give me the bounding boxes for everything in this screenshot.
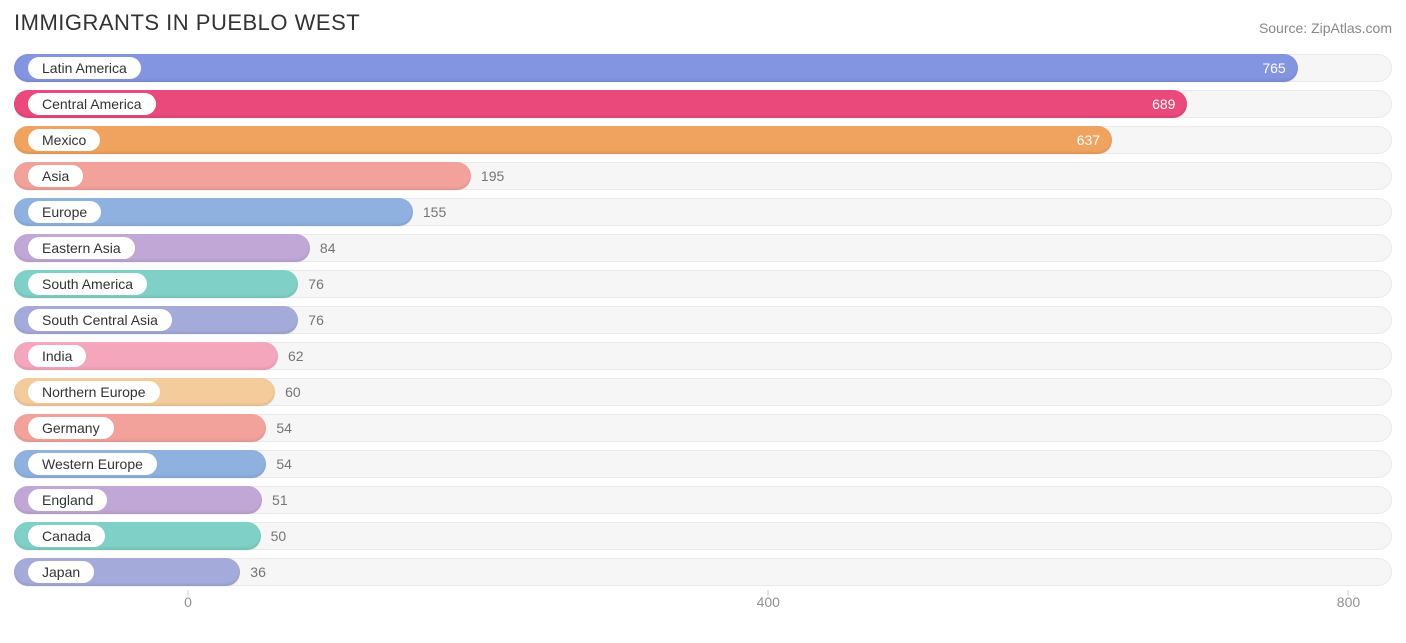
bar-value: 76	[308, 270, 324, 298]
chart-source: Source: ZipAtlas.com	[1259, 20, 1392, 36]
bar-label-pill: Central America	[28, 93, 156, 115]
axis-tick-label: 800	[1337, 594, 1360, 610]
bar-label-pill: Latin America	[28, 57, 141, 79]
bar-value: 155	[423, 198, 446, 226]
bar-label: Asia	[42, 168, 69, 184]
bar-fill: 637	[14, 126, 1112, 154]
bar-row: 637 Mexico	[14, 126, 1392, 154]
bar-label-pill: Western Europe	[28, 453, 157, 475]
bar-row: 155 Europe	[14, 198, 1392, 226]
bar-label: South Central Asia	[42, 312, 158, 328]
bar-value: 84	[320, 234, 336, 262]
bar-row: 54 Germany	[14, 414, 1392, 442]
bar-row: 54 Western Europe	[14, 450, 1392, 478]
bar-label: Mexico	[42, 132, 86, 148]
bar-row: 62 India	[14, 342, 1392, 370]
bar-value: 60	[285, 378, 301, 406]
bar-label-pill: Canada	[28, 525, 105, 547]
bar-value: 54	[276, 414, 292, 442]
bar-row: 36 Japan	[14, 558, 1392, 586]
bar-label-pill: Europe	[28, 201, 101, 223]
bar-row: 195 Asia	[14, 162, 1392, 190]
bar-value: 765	[1262, 54, 1285, 82]
bar-row: 689 Central America	[14, 90, 1392, 118]
chart-title: IMMIGRANTS IN PUEBLO WEST	[14, 10, 360, 36]
bar-label: South America	[42, 276, 133, 292]
bar-label-pill: Japan	[28, 561, 94, 583]
bar-value: 36	[250, 558, 266, 586]
bar-label-pill: Germany	[28, 417, 114, 439]
bar-label-pill: Northern Europe	[28, 381, 160, 403]
bar-label-pill: South Central Asia	[28, 309, 172, 331]
axis-tick-label: 400	[757, 594, 780, 610]
bar-value: 51	[272, 486, 288, 514]
bar-label: Europe	[42, 204, 87, 220]
bar-row: 84 Eastern Asia	[14, 234, 1392, 262]
bar-label: Western Europe	[42, 456, 143, 472]
bar-label: Northern Europe	[42, 384, 146, 400]
bar-label-pill: Asia	[28, 165, 83, 187]
bar-value: 637	[1077, 126, 1100, 154]
bar-value: 50	[271, 522, 287, 550]
bar-value: 54	[276, 450, 292, 478]
bar-chart: 765 Latin America 689 Central America 637 Mex…	[14, 54, 1392, 586]
bar-label: India	[42, 348, 72, 364]
bar-value: 195	[481, 162, 504, 190]
bar-value: 76	[308, 306, 324, 334]
bar-row: 765 Latin America	[14, 54, 1392, 82]
x-axis: 0 400 800	[14, 594, 1392, 618]
bar-fill: 689	[14, 90, 1187, 118]
bar-row: 76 South Central Asia	[14, 306, 1392, 334]
bar-label: England	[42, 492, 93, 508]
bar-row: 76 South America	[14, 270, 1392, 298]
bar-label-pill: Eastern Asia	[28, 237, 135, 259]
bar-label: Latin America	[42, 60, 127, 76]
bar-value: 62	[288, 342, 304, 370]
chart-header: IMMIGRANTS IN PUEBLO WEST Source: ZipAtl…	[14, 10, 1392, 36]
bar-label-pill: England	[28, 489, 107, 511]
bar-label: Germany	[42, 420, 100, 436]
bar-row: 51 England	[14, 486, 1392, 514]
bar-label-pill: Mexico	[28, 129, 100, 151]
bar-label-pill: South America	[28, 273, 147, 295]
bar-fill: 765	[14, 54, 1298, 82]
bar-row: 50 Canada	[14, 522, 1392, 550]
bar-label: Eastern Asia	[42, 240, 121, 256]
bar-label: Central America	[42, 96, 142, 112]
bar-label-pill: India	[28, 345, 86, 367]
bar-label: Japan	[42, 564, 80, 580]
bar-label: Canada	[42, 528, 91, 544]
bar-value: 689	[1152, 90, 1175, 118]
axis-tick-label: 0	[184, 594, 192, 610]
bar-row: 60 Northern Europe	[14, 378, 1392, 406]
